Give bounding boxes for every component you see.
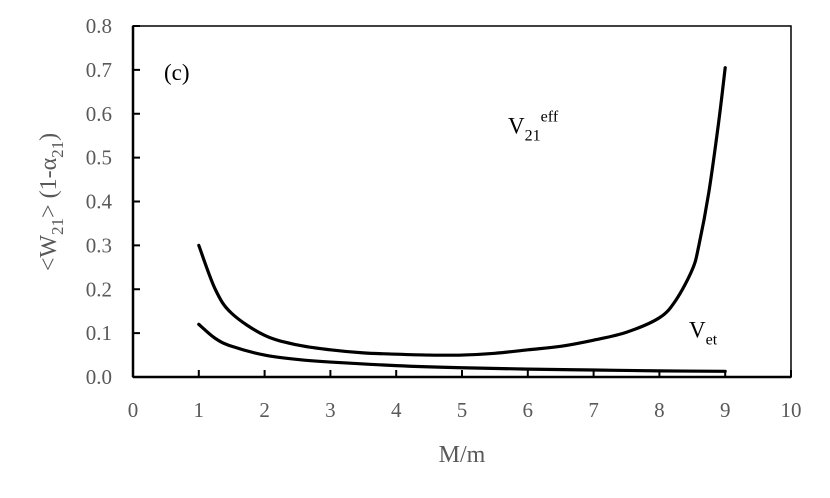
x-tick-label: 3 <box>325 398 336 422</box>
y-tick-label: 0.6 <box>86 102 112 126</box>
x-tick-label: 9 <box>720 398 731 422</box>
series-labels: V21eff Vet <box>508 108 718 348</box>
panel-label: (c) <box>164 60 190 85</box>
series-label-v21eff: V21eff <box>508 108 559 144</box>
x-tick-label: 4 <box>391 398 402 422</box>
x-tick-label: 5 <box>457 398 468 422</box>
x-tick-label: 8 <box>654 398 665 422</box>
x-tick-label: 7 <box>588 398 599 422</box>
series-line-vet <box>197 322 727 373</box>
y-tick-label: 0.7 <box>86 58 112 82</box>
y-tick-label: 0.1 <box>86 321 112 345</box>
x-tick-label: 2 <box>259 398 270 422</box>
y-axis-title: <W21> (1-α21) <box>36 133 67 271</box>
x-tick-label: 0 <box>128 398 139 422</box>
x-axis-title: M/m <box>439 442 486 468</box>
y-tick-label: 0.4 <box>86 190 113 214</box>
x-tick-label: 10 <box>781 398 802 422</box>
y-tick-label: 0.8 <box>86 14 112 38</box>
y-tick-label: 0.3 <box>86 233 112 257</box>
x-tick-label: 1 <box>194 398 205 422</box>
y-axis-ticks: 0.0 0.1 0.2 0.3 0.4 0.5 0.6 0.7 0.8 <box>86 14 140 389</box>
x-axis-ticks: 0 1 2 3 4 5 6 7 8 9 10 <box>128 370 802 422</box>
y-tick-label: 0.2 <box>86 277 112 301</box>
series-line-v21eff <box>197 66 727 357</box>
data-series <box>197 66 727 373</box>
x-tick-label: 6 <box>523 398 534 422</box>
series-label-vet: Vet <box>689 318 718 349</box>
y-tick-label: 0.5 <box>86 146 112 170</box>
y-tick-label: 0.0 <box>86 365 112 389</box>
